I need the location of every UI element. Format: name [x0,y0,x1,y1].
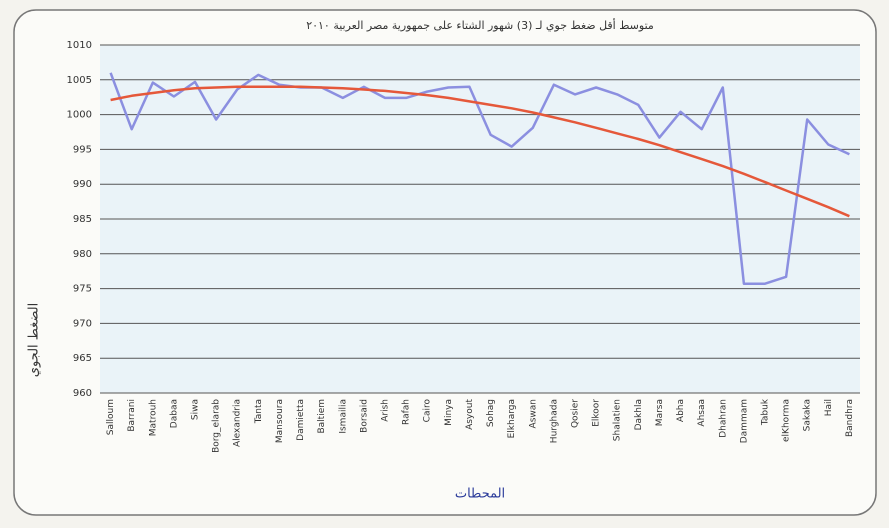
series-line [109,72,850,285]
x-tick-label: Dammam [739,399,749,443]
x-tick-label: Dakhla [634,399,644,430]
x-tick-label: Asyout [465,399,475,430]
x-tick-label: Matrouh [148,399,158,436]
y-tick-label: 1010 [67,40,92,51]
x-tick-label: Barrani [127,399,137,432]
x-tick-label: Siwa [191,399,201,420]
x-tick-label: Ismailia [338,399,348,434]
y-tick-label: 975 [73,284,92,295]
x-tick-label: Abha [676,399,686,422]
x-tick-label: Aswan [528,399,538,428]
y-tick-label: 995 [73,144,92,155]
x-tick-label: Minya [444,399,454,426]
y-tick-label: 1005 [67,75,92,86]
x-tick-label: Tabuk [761,398,771,426]
chart-title: متوسط أقل ضغط جوي لـ (3) شهور الشتاء على… [306,18,654,32]
x-tick-label: Qosier [571,399,581,428]
y-tick-label: 980 [73,249,92,260]
x-tick-label: Shalatien [613,399,623,441]
x-tick-label: Damietta [296,399,306,441]
y-tick-label: 970 [73,318,92,329]
x-axis-label: المحطات [455,487,505,502]
x-tick-label: Marsa [655,399,665,426]
x-tick-label: Salloum [106,399,116,435]
x-tick-label: Baltiem [317,399,327,434]
x-tick-label: Sakaka [803,399,813,431]
x-tick-label: Dabaa [169,399,179,428]
y-axis-label: الضغط الجوي [27,303,42,377]
x-tick-label: Ahsaa [697,399,707,427]
x-tick-label: Hurghada [549,399,559,443]
y-tick-label: 985 [73,214,92,225]
x-tick-label: Elkoor [592,399,602,427]
x-tick-label: Borg_elarab [212,399,222,453]
x-tick-label: Arish [381,399,391,422]
x-tick-label: Tanta [254,399,264,424]
x-tick-label: Alexandria [233,399,243,447]
x-tick-label: Elkharga [507,399,517,438]
y-tick-label: 990 [73,179,92,190]
y-tick-label: 960 [73,388,92,399]
x-tick-label: Bandhra [845,399,855,437]
x-tick-label: Hail [824,399,834,416]
y-tick-label: 1000 [67,110,92,121]
y-tick-label: 965 [73,353,92,364]
x-tick-label: elKhorma [782,399,792,442]
x-tick-label: Dhahran [718,399,728,438]
x-tick-label: Cairo [423,399,433,423]
x-tick-label: Borsaid [359,399,369,433]
x-tick-label: Mansoura [275,399,285,443]
x-tick-label: Rafah [402,399,412,425]
series-line [110,85,850,218]
x-tick-label: Sohag [486,399,496,427]
